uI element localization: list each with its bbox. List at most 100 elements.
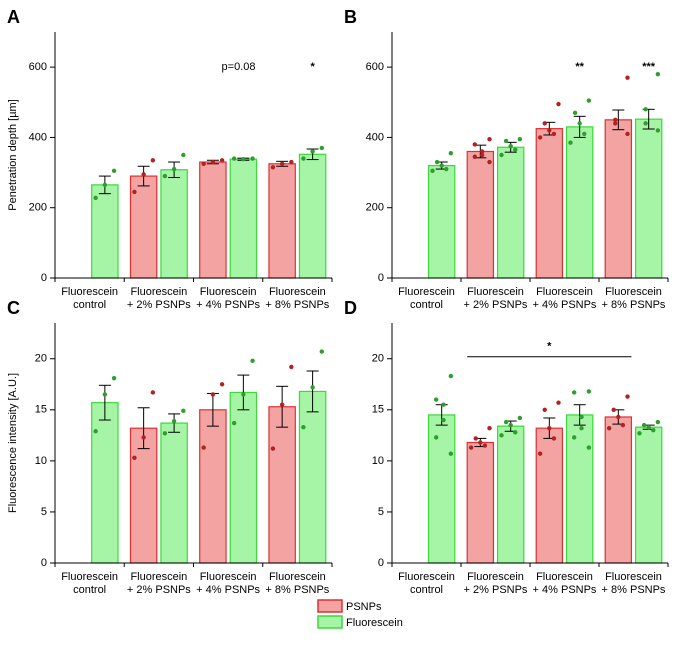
bar [604, 416, 633, 564]
data-point [473, 436, 478, 441]
data-point [577, 121, 582, 126]
bar [160, 169, 188, 279]
data-point [102, 182, 108, 188]
data-point [513, 147, 518, 152]
data-point [655, 128, 661, 133]
y-axis-label: Fluorescence intensity [A.U.] [7, 373, 19, 513]
panel-label: B [344, 7, 357, 27]
x-tick-label: + 8% PSNPs [602, 299, 666, 311]
data-point [289, 364, 294, 370]
annotation: * [310, 61, 315, 73]
data-point [201, 445, 206, 450]
x-tick-label: + 4% PSNPs [196, 299, 260, 311]
bar [634, 118, 663, 279]
data-point [319, 145, 325, 151]
bar [229, 391, 258, 564]
data-point [472, 154, 478, 159]
data-point [537, 135, 543, 140]
data-point [556, 101, 561, 107]
panel-label: D [344, 298, 357, 318]
y-tick-label: 5 [41, 506, 47, 518]
data-point [231, 420, 237, 426]
data-point [641, 422, 647, 428]
data-point [503, 419, 509, 425]
data-point [508, 144, 513, 149]
y-tick-label: 20 [372, 353, 384, 365]
data-point [579, 414, 584, 420]
x-tick-label: + 2% PSNPs [464, 299, 528, 311]
y-tick-label: 0 [378, 557, 384, 569]
x-tick-label: control [410, 299, 443, 311]
data-point [582, 131, 587, 137]
x-tick-label: + 8% PSNPs [265, 584, 329, 596]
x-tick-label: Fluorescein [536, 286, 593, 298]
data-point [181, 408, 186, 414]
data-point [270, 446, 276, 451]
data-point [102, 392, 108, 397]
data-point [517, 415, 523, 421]
data-point [162, 431, 168, 436]
data-point [441, 402, 446, 407]
x-tick-label: Fluorescein [61, 286, 118, 298]
data-point [301, 156, 306, 161]
bar [268, 406, 296, 564]
data-point [441, 417, 446, 423]
bar [199, 161, 227, 279]
x-tick-label: control [73, 584, 106, 596]
x-tick-label: + 4% PSNPs [533, 299, 597, 311]
data-point [537, 451, 543, 456]
data-point [551, 436, 557, 441]
data-point [250, 156, 255, 161]
bar [160, 422, 188, 564]
data-point [478, 440, 483, 445]
data-point [616, 414, 621, 420]
data-point [141, 435, 146, 440]
data-point [201, 161, 206, 166]
y-tick-label: 200 [29, 202, 47, 214]
annotation: *** [642, 61, 656, 73]
panel-label: A [7, 7, 20, 27]
x-tick-label: Fluorescein [200, 286, 257, 298]
data-point [150, 158, 156, 163]
bar [129, 427, 158, 564]
data-point [487, 425, 492, 431]
annotation: ** [575, 61, 584, 73]
data-point [542, 121, 547, 126]
data-point [551, 131, 557, 137]
data-point [141, 172, 146, 177]
data-point [586, 98, 592, 103]
data-point [231, 156, 237, 161]
x-tick-label: Fluorescein [605, 286, 662, 298]
bar [298, 153, 327, 279]
x-tick-label: + 4% PSNPs [533, 584, 597, 596]
data-point [568, 140, 573, 145]
data-point [499, 152, 504, 158]
data-point [93, 195, 98, 201]
x-tick-label: Fluorescein [398, 286, 455, 298]
data-point [210, 159, 216, 165]
y-tick-label: 15 [35, 404, 47, 416]
data-point [219, 158, 225, 163]
data-point [613, 117, 618, 123]
bar [496, 425, 525, 564]
x-tick-label: + 2% PSNPs [127, 584, 191, 596]
data-point [111, 168, 117, 174]
data-point [472, 142, 478, 147]
data-point [643, 121, 648, 126]
legend-label: Fluorescein [346, 617, 403, 629]
annotation: p=0.08 [222, 61, 256, 73]
data-point [643, 107, 648, 112]
y-tick-label: 15 [372, 404, 384, 416]
x-tick-label: Fluorescein [200, 571, 257, 583]
data-point [319, 349, 325, 354]
data-point [111, 375, 117, 381]
data-point [547, 128, 552, 133]
bar [229, 158, 258, 279]
x-tick-label: + 2% PSNPs [127, 299, 191, 311]
x-tick-label: control [410, 584, 443, 596]
bar [268, 163, 296, 279]
data-point [572, 110, 578, 116]
legend-swatch [317, 615, 343, 629]
data-point [482, 443, 488, 448]
